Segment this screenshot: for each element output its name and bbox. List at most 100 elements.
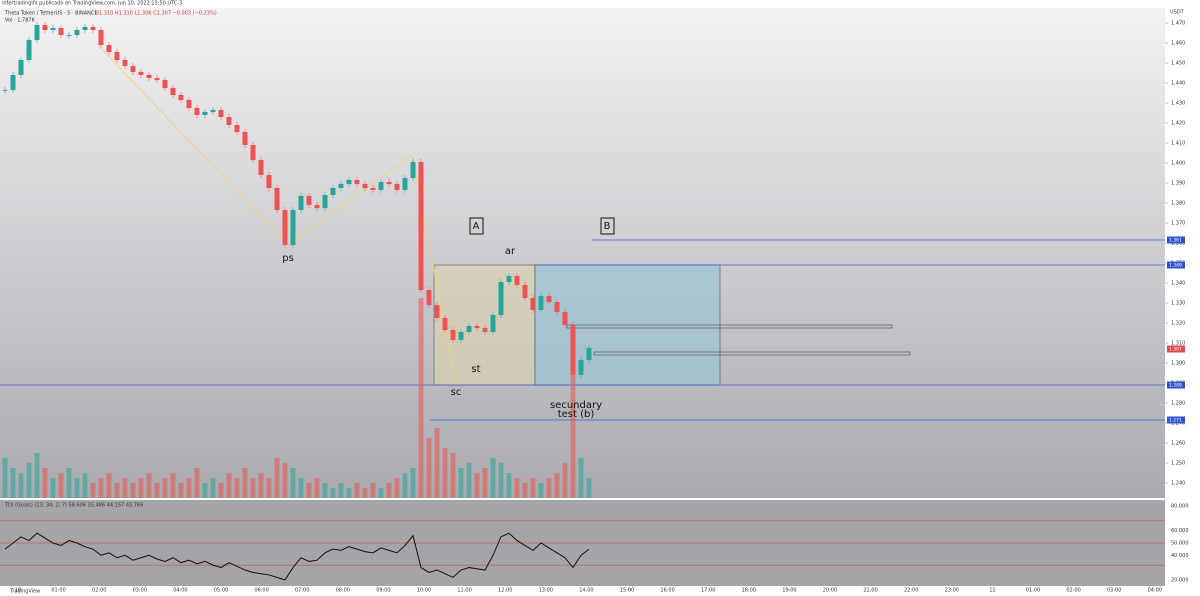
y-tick-label: 1.410: [1171, 141, 1185, 147]
candle: [554, 302, 560, 312]
volume-bar: [210, 478, 216, 498]
x-tick-label: 22:00: [904, 588, 918, 594]
price-tag-label: 1.349: [1169, 263, 1182, 269]
osc-tick-label: 60.000: [1171, 528, 1189, 534]
volume-bar: [18, 473, 24, 498]
x-tick-label: 09:00: [376, 588, 390, 594]
candle: [218, 110, 224, 117]
volume-bar: [490, 458, 496, 498]
volume-bar: [498, 463, 504, 498]
y-tick-label: 1.390: [1171, 181, 1185, 187]
candle: [122, 60, 128, 66]
candle: [98, 30, 104, 45]
volume-bar: [66, 468, 72, 498]
label-box: [600, 217, 615, 235]
x-tick-label: 16:00: [660, 588, 674, 594]
wave-lines: [97, 44, 456, 381]
volume-bar: [482, 468, 488, 498]
candle: [42, 25, 48, 30]
x-tick-label: 18:00: [742, 588, 756, 594]
candle: [530, 298, 536, 310]
volume-bar: [162, 478, 168, 498]
volume-bar: [458, 468, 464, 498]
candle: [258, 160, 264, 175]
volume-bar: [386, 483, 392, 498]
candle: [506, 276, 512, 282]
volume-bar: [170, 473, 176, 498]
volume-bar: [442, 448, 448, 498]
candle: [90, 27, 96, 30]
candle: [354, 180, 360, 184]
candle: [378, 182, 384, 190]
annotation: test (b): [558, 409, 595, 420]
x-tick-label: 03:00: [133, 588, 147, 594]
candle: [242, 132, 248, 145]
x-tick-label: 11:00: [457, 588, 471, 594]
annotation: st: [471, 364, 480, 375]
volume-bar: [466, 463, 472, 498]
candle: [202, 112, 208, 115]
candle: [538, 296, 544, 310]
candle: [250, 145, 256, 160]
volume-bar: [298, 478, 304, 498]
candle: [362, 184, 368, 188]
x-tick-label: 14:00: [579, 588, 593, 594]
annotation: ar: [505, 246, 516, 257]
candle: [106, 45, 112, 52]
volume-bar: [130, 483, 136, 498]
volume-bar: [138, 478, 144, 498]
y-tick-label: 1.260: [1171, 441, 1185, 447]
candle: [66, 35, 72, 36]
annotation: B: [604, 221, 611, 232]
x-tick-label: 21:00: [863, 588, 877, 594]
x-tick-label: 02:00: [1066, 588, 1080, 594]
candle: [170, 88, 176, 95]
x-tick-label: 20:00: [823, 588, 837, 594]
volume-bar: [538, 483, 544, 498]
x-tick-label: 02:00: [92, 588, 106, 594]
candle: [194, 108, 200, 115]
osc-title: TDI (Goals) (13, 34, 2, 7) 58.606 35.486…: [4, 503, 143, 509]
volume-bar: [122, 478, 128, 498]
zone: [593, 351, 911, 356]
candle: [466, 326, 472, 332]
range-box-a: [433, 264, 536, 386]
volume-bar: [314, 478, 320, 498]
x-tick-label: 23:00: [945, 588, 959, 594]
candle: [290, 210, 296, 245]
x-tick-label: 10:00: [417, 588, 431, 594]
candle: [402, 178, 408, 190]
y-tick-label: 1.280: [1171, 401, 1185, 407]
y-tick-label: 1.380: [1171, 201, 1185, 207]
volume-bar: [410, 468, 416, 498]
candle: [146, 75, 152, 78]
candle: [130, 66, 136, 72]
candle: [514, 276, 520, 285]
y-tick-label: 1.440: [1171, 81, 1185, 87]
volume-bar: [306, 483, 312, 498]
price-tag-label: 1.361: [1169, 238, 1182, 244]
candle: [138, 72, 144, 75]
volume-bar: [354, 483, 360, 498]
candle: [18, 60, 24, 75]
candle: [410, 162, 416, 178]
candle: [154, 78, 160, 80]
candle: [578, 360, 584, 375]
osc-tick-label: 50.000: [1171, 541, 1189, 547]
candle: [314, 205, 320, 208]
volume-bar: [146, 473, 152, 498]
volume-bar: [50, 478, 56, 498]
candle: [186, 100, 192, 108]
candle: [490, 315, 496, 332]
volume-bar: [34, 453, 40, 498]
price-tag: [1167, 261, 1185, 269]
candle: [418, 162, 424, 290]
volume-label: Vol · 1.787K: [5, 18, 36, 24]
x-tick-label: 04:00: [1148, 588, 1162, 594]
x-tick-label: 08:00: [336, 588, 350, 594]
candle: [58, 28, 64, 35]
candle: [450, 330, 456, 340]
candle: [386, 182, 392, 184]
volume-bar: [226, 473, 232, 498]
x-tick-label: 03:00: [1107, 588, 1121, 594]
